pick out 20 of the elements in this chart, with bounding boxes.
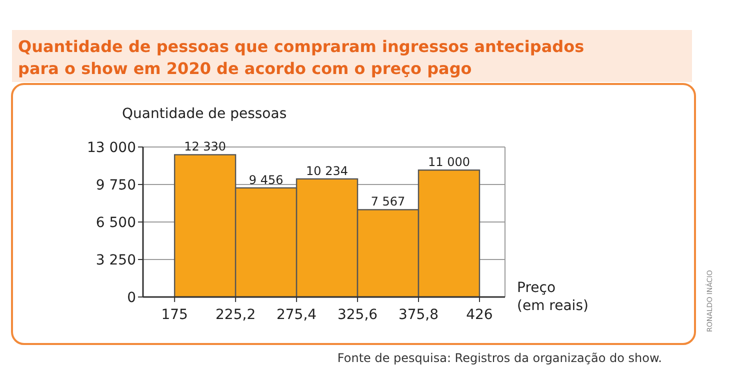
data-label: 7 567: [370, 194, 406, 209]
data-label: 9 456: [248, 172, 284, 187]
x-tick-label: 325,6: [337, 307, 378, 323]
data-label: 11 000: [428, 155, 470, 170]
y-tick-label: 6 500: [96, 214, 136, 231]
x-tick-label: 426: [466, 307, 493, 323]
y-tick-label: 13 000: [87, 140, 136, 156]
data-label: 10 234: [306, 164, 348, 178]
y-tick-label: 0: [127, 290, 136, 306]
y-tick-label: 3 250: [96, 252, 136, 268]
x-tick-label: 275,4: [276, 307, 317, 323]
x-axis-title: Preço (em reais): [517, 280, 588, 314]
x-tick-label: 375,8: [398, 307, 439, 323]
y-tick-label: 9 750: [96, 177, 136, 194]
source-note: Fonte de pesquisa: Registros da organização do show.: [337, 351, 662, 365]
y-axis-title: Quantidade de pessoas: [122, 106, 287, 122]
x-tick-label: 175: [161, 307, 188, 323]
chart-title: Quantidade de pessoas que compraram ingressos antecipados para o show em 2020 de acordo com o preço pago: [18, 37, 584, 78]
data-label: 12 330: [184, 140, 226, 154]
x-tick-label: 225,2: [216, 307, 256, 323]
